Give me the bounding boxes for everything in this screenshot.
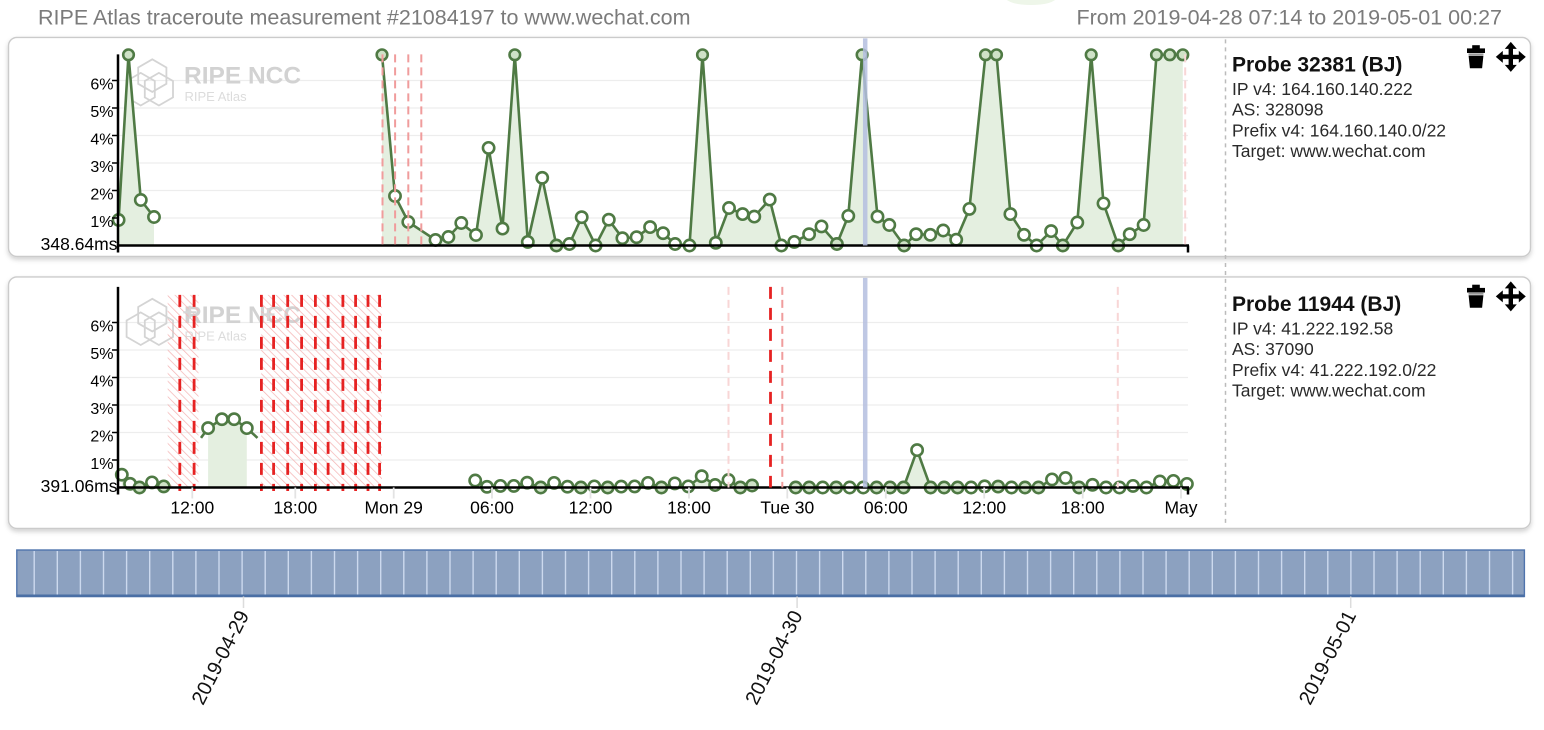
svg-text:Target: www.wechat.com: Target: www.wechat.com [1232,141,1426,161]
svg-text:AS: 37090: AS: 37090 [1232,339,1314,359]
svg-text:12:00: 12:00 [569,498,613,518]
svg-text:RIPE Atlas: RIPE Atlas [185,328,248,343]
svg-text:06:00: 06:00 [470,498,514,518]
svg-text:6%: 6% [90,77,113,94]
svg-text:IP v4: 41.222.192.58: IP v4: 41.222.192.58 [1232,318,1393,338]
svg-text:1%: 1% [90,214,113,231]
svg-text:2019-04-29: 2019-04-29 [188,607,254,708]
svg-text:06:00: 06:00 [864,498,908,518]
svg-text:Mon 29: Mon 29 [365,498,423,518]
svg-text:Probe 11944 (BJ): Probe 11944 (BJ) [1232,293,1401,316]
svg-text:12:00: 12:00 [170,498,214,518]
svg-text:Target: www.wechat.com: Target: www.wechat.com [1232,381,1426,401]
svg-text:2019-05-01: 2019-05-01 [1295,607,1361,708]
svg-text:2019-04-30: 2019-04-30 [742,607,808,708]
svg-text:RIPE Atlas: RIPE Atlas [185,89,248,104]
svg-text:18:00: 18:00 [1061,498,1105,518]
svg-text:348.64ms: 348.64ms [41,234,118,254]
svg-text:5%: 5% [90,104,113,121]
svg-text:6%: 6% [90,319,113,336]
svg-text:2%: 2% [90,429,113,446]
svg-text:AS: 328098: AS: 328098 [1232,100,1323,120]
svg-text:From 2019-04-28 07:14 to 2019-: From 2019-04-28 07:14 to 2019-05-01 00:2… [1076,6,1502,30]
svg-text:12:00: 12:00 [962,498,1006,518]
svg-text:RIPE NCC: RIPE NCC [184,62,301,89]
svg-text:3%: 3% [90,401,113,418]
svg-text:4%: 4% [90,132,113,149]
svg-text:5%: 5% [90,346,113,363]
svg-text:May: May [1164,498,1197,518]
svg-text:391.06ms: 391.06ms [41,476,118,496]
svg-text:RIPE Atlas traceroute measurem: RIPE Atlas traceroute measurement #21084… [38,6,691,30]
svg-text:IP v4: 164.160.140.222: IP v4: 164.160.140.222 [1232,79,1413,99]
svg-text:18:00: 18:00 [667,498,711,518]
svg-text:3%: 3% [90,159,113,176]
svg-text:1%: 1% [90,456,113,473]
svg-text:2%: 2% [90,187,113,204]
svg-text:Probe 32381 (BJ): Probe 32381 (BJ) [1232,53,1402,76]
svg-text:18:00: 18:00 [273,498,317,518]
svg-text:Prefix v4: 164.160.140.0/22: Prefix v4: 164.160.140.0/22 [1232,120,1446,140]
svg-text:4%: 4% [90,374,113,391]
svg-text:Tue 30: Tue 30 [760,498,814,518]
svg-text:Prefix v4: 41.222.192.0/22: Prefix v4: 41.222.192.0/22 [1232,360,1436,380]
